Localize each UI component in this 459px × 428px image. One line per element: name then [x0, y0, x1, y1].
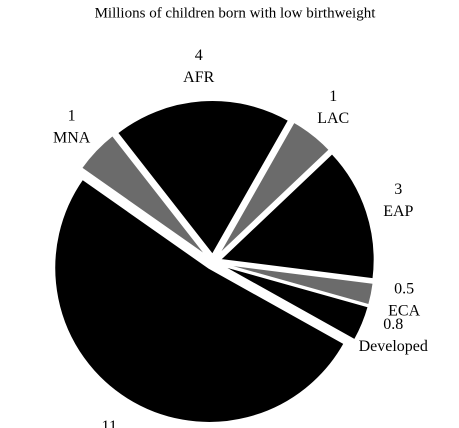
chart-title: Millions of children born with low birth…: [95, 5, 377, 21]
category-label: AFR: [183, 69, 214, 86]
pie-slice: [79, 133, 209, 258]
pie-slice: [219, 262, 375, 307]
category-label: Developed: [359, 338, 428, 355]
pie-slice: [218, 263, 370, 342]
value-label: 1: [329, 88, 337, 105]
pie-slice: [217, 151, 376, 281]
value-label: 4: [195, 47, 203, 64]
value-label: 0.8: [383, 316, 403, 333]
value-label: 3: [394, 181, 402, 198]
category-label: MNA: [53, 129, 91, 146]
value-label: 0.5: [394, 280, 414, 297]
pie-slice: [53, 177, 346, 424]
category-label: ECA: [388, 302, 420, 319]
category-label: LAC: [317, 110, 349, 127]
value-label: 11: [102, 418, 117, 428]
category-label: EAP: [383, 203, 413, 220]
value-label: 1: [68, 107, 76, 124]
pie-slice: [216, 120, 332, 258]
pie-slice: [115, 99, 291, 257]
